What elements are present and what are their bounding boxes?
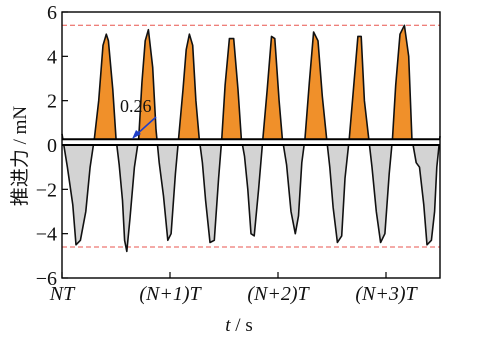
x-tick-label-0: NT — [49, 283, 76, 305]
y-tick-label--2: −2 — [36, 179, 57, 201]
tick-group: −6 −4 −2 0 2 4 6 NT (N+1)T (N+2)T (N+3)T — [36, 2, 419, 305]
negative-lobe-3 — [116, 145, 138, 252]
positive-lobe-14 — [348, 36, 370, 145]
negative-lobe-1 — [63, 145, 94, 245]
y-tick-label-6: 6 — [47, 2, 57, 24]
negative-fill-group — [63, 145, 440, 252]
x-axis-symbol: t — [225, 315, 231, 336]
y-tick-label-0: 0 — [47, 135, 57, 157]
annotation-label: 0.26 — [120, 96, 152, 116]
annotation-arrow-line — [135, 116, 157, 136]
negative-lobe-7 — [200, 145, 222, 243]
annotation-group: 0.26 — [120, 96, 157, 139]
reference-line-group — [62, 24, 440, 248]
annotation-arrow-head — [132, 130, 141, 139]
negative-lobe-15 — [369, 145, 392, 243]
offset-band-fill — [62, 139, 440, 145]
x-axis-unit: / s — [231, 315, 253, 336]
positive-lobe-4 — [137, 29, 158, 146]
negative-lobe-17 — [413, 145, 440, 245]
x-tick-label-2: (N+2)T — [247, 283, 310, 305]
curve-group — [61, 24, 441, 253]
y-tick-label--4: −4 — [36, 224, 57, 246]
y-tick-label-4: 4 — [47, 46, 57, 68]
negative-lobe-9 — [242, 145, 263, 236]
x-tick-label-1: (N+1)T — [139, 283, 202, 305]
x-axis-label: t / s — [225, 315, 252, 336]
positive-lobe-12 — [304, 32, 328, 145]
negative-lobe-5 — [157, 145, 178, 241]
y-tick-label--6: −6 — [36, 268, 57, 290]
positive-lobe-6 — [178, 34, 200, 146]
positive-lobe-10 — [262, 36, 284, 145]
negative-lobe-11 — [283, 145, 305, 234]
x-tick-label-3: (N+3)T — [355, 283, 418, 305]
positive-fill-group — [62, 25, 440, 146]
thrust-curve — [61, 24, 441, 253]
y-tick-label-2: 2 — [47, 91, 57, 113]
negative-lobe-13 — [327, 145, 349, 243]
positive-lobe-2 — [93, 34, 117, 146]
offset-band-group — [62, 138, 440, 146]
y-axis-label: 推进力 / mN — [9, 106, 31, 207]
positive-lobe-8 — [221, 38, 243, 145]
